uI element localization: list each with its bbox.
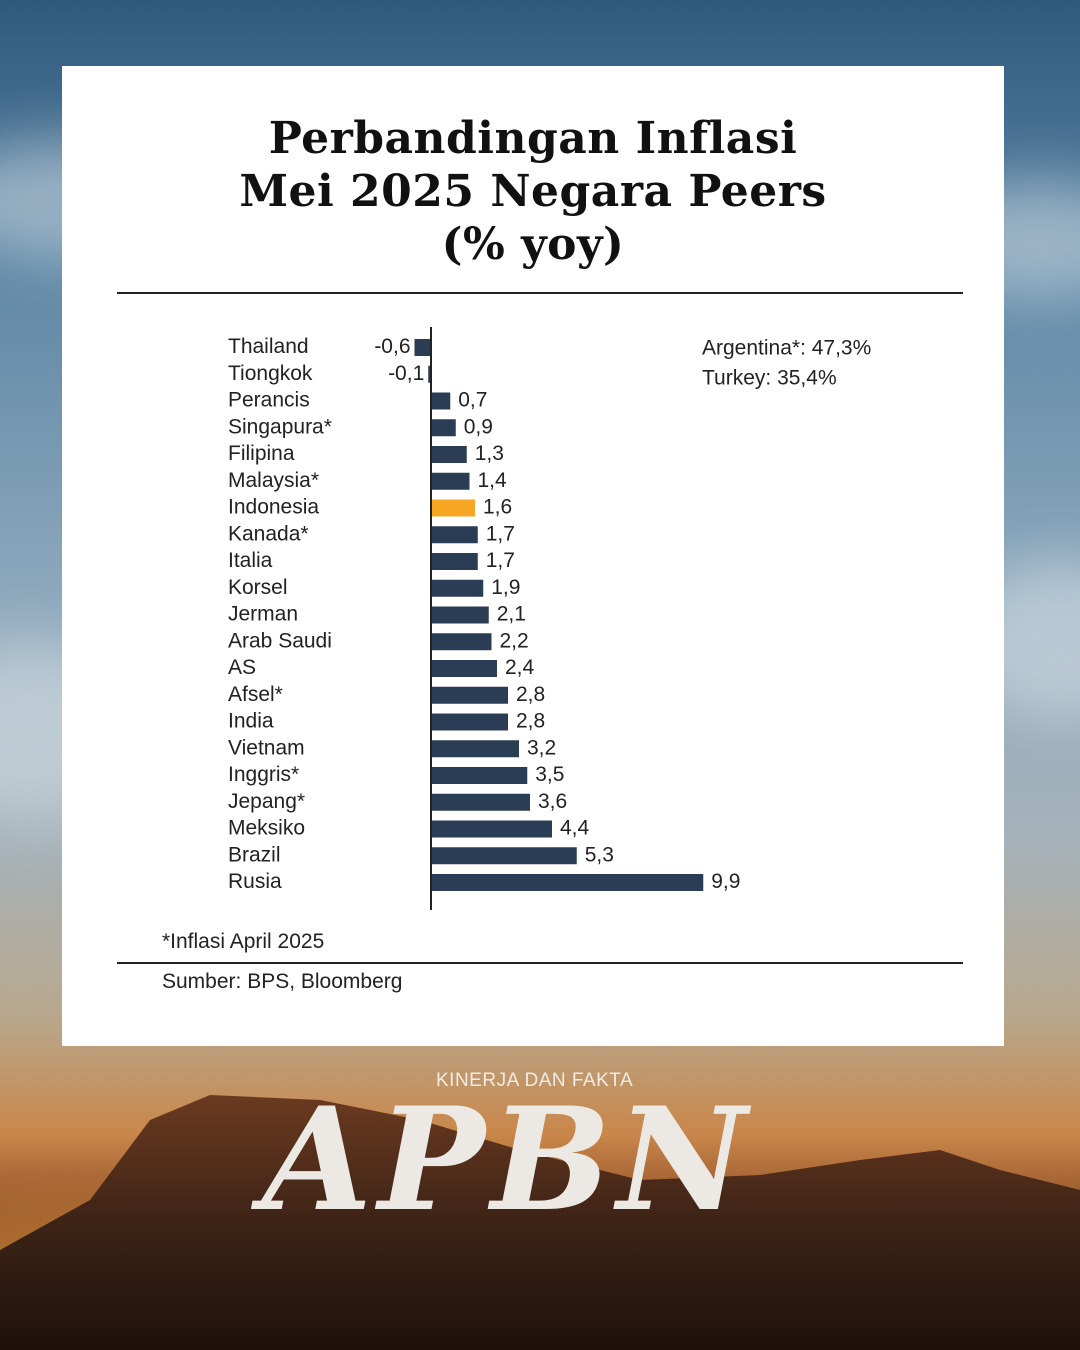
category-label: Kanada* bbox=[228, 522, 309, 545]
bar bbox=[431, 392, 451, 410]
bar bbox=[431, 740, 519, 758]
value-label: 2,8 bbox=[516, 683, 545, 706]
value-label: 2,2 bbox=[500, 629, 529, 652]
value-label: -0,6 bbox=[374, 335, 410, 358]
value-label: 1,4 bbox=[478, 469, 508, 492]
bottom-divider bbox=[117, 962, 963, 964]
brand-logo: APBN bbox=[262, 1077, 753, 1243]
bar bbox=[431, 499, 475, 517]
value-label: 3,5 bbox=[535, 763, 564, 786]
value-label: 1,6 bbox=[483, 496, 512, 519]
value-label: 3,2 bbox=[527, 736, 556, 759]
category-label: Vietnam bbox=[228, 736, 305, 759]
value-label: 1,7 bbox=[486, 522, 515, 545]
bar bbox=[431, 446, 467, 463]
category-label: Jerman bbox=[228, 603, 298, 626]
bar bbox=[431, 472, 470, 490]
category-label: Rusia bbox=[228, 870, 282, 893]
category-label: India bbox=[228, 710, 274, 733]
footnote: *Inflasi April 2025 bbox=[162, 930, 325, 953]
bar bbox=[431, 553, 478, 570]
bar bbox=[431, 713, 508, 731]
category-label: Thailand bbox=[228, 335, 309, 358]
bar bbox=[431, 526, 478, 544]
category-label: Tiongkok bbox=[228, 362, 313, 385]
category-label: Malaysia* bbox=[228, 469, 319, 492]
value-label: 0,7 bbox=[458, 389, 487, 412]
category-label: Indonesia bbox=[228, 496, 319, 519]
value-label: 4,4 bbox=[560, 817, 590, 840]
value-label: -0,1 bbox=[388, 362, 424, 385]
category-label: Meksiko bbox=[228, 817, 305, 840]
value-label: 0,9 bbox=[464, 415, 493, 438]
value-label: 3,6 bbox=[538, 790, 567, 813]
category-label: Korsel bbox=[228, 576, 288, 599]
bar bbox=[431, 874, 704, 891]
bar bbox=[431, 579, 484, 597]
value-label: 2,1 bbox=[497, 603, 526, 626]
category-label: Jepang* bbox=[228, 790, 305, 813]
outlier-annotation: Argentina*: 47,3% bbox=[702, 337, 871, 360]
category-label: Italia bbox=[228, 549, 273, 572]
value-label: 5,3 bbox=[585, 843, 614, 866]
category-label: Inggris* bbox=[228, 763, 299, 786]
bar bbox=[431, 820, 552, 838]
value-label: 1,7 bbox=[486, 549, 515, 572]
brand-subtitle: KINERJA DAN FAKTA bbox=[436, 1070, 634, 1091]
bar bbox=[431, 793, 530, 811]
value-label: 9,9 bbox=[711, 870, 740, 893]
value-label: 1,9 bbox=[491, 576, 520, 599]
bar bbox=[431, 606, 489, 624]
chart-title: Perbandingan Inflasi Mei 2025 Negara Pee… bbox=[62, 112, 1004, 271]
category-label: Singapura* bbox=[228, 415, 332, 438]
category-label: Perancis bbox=[228, 389, 310, 412]
bar bbox=[428, 365, 431, 383]
category-label: AS bbox=[228, 656, 256, 679]
bar bbox=[431, 686, 508, 704]
value-label: 2,4 bbox=[505, 656, 535, 679]
title-line-3: (% yoy) bbox=[441, 219, 625, 270]
bar bbox=[431, 633, 492, 651]
source-note: Sumber: BPS, Bloomberg bbox=[162, 970, 403, 993]
outlier-annotation: Turkey: 35,4% bbox=[702, 367, 837, 390]
category-label: Afsel* bbox=[228, 683, 283, 706]
bar bbox=[431, 847, 577, 865]
value-label: 1,3 bbox=[475, 442, 504, 465]
top-divider bbox=[117, 292, 963, 294]
category-label: Brazil bbox=[228, 843, 281, 866]
value-label: 2,8 bbox=[516, 710, 545, 733]
category-label: Filipina bbox=[228, 442, 295, 465]
title-line-2: Mei 2025 Negara Peers bbox=[239, 166, 827, 217]
category-label: Arab Saudi bbox=[228, 629, 332, 652]
bar bbox=[414, 339, 431, 356]
bar bbox=[431, 767, 528, 784]
bar bbox=[431, 660, 497, 677]
bar bbox=[431, 419, 456, 437]
title-line-1: Perbandingan Inflasi bbox=[268, 113, 798, 164]
